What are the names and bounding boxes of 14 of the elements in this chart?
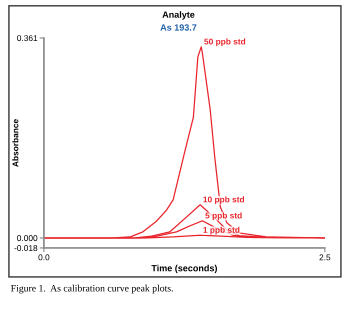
y-tick-label: 0.000 bbox=[17, 235, 38, 242]
chart-title: Analyte bbox=[162, 11, 194, 20]
y-axis-title: Absorbance bbox=[12, 119, 18, 167]
chart-subtitle: As 193.7 bbox=[160, 24, 196, 31]
y-tick-label: 0.361 bbox=[17, 35, 38, 42]
series-label: 10 ppb std bbox=[203, 196, 244, 204]
x-axis-title: Time (seconds) bbox=[151, 264, 217, 274]
x-tick-label: 2.5 bbox=[320, 254, 330, 260]
series-label: 5 ppb std bbox=[205, 212, 242, 220]
y-tick-label: -0.018 bbox=[14, 245, 38, 252]
series-label: 50 ppb std bbox=[204, 38, 246, 46]
series-label: 1 ppb std bbox=[203, 226, 240, 235]
x-tick-label: 0.0 bbox=[38, 254, 50, 260]
caption: Figure 1. As calibration curve peak plots. bbox=[10, 284, 173, 294]
